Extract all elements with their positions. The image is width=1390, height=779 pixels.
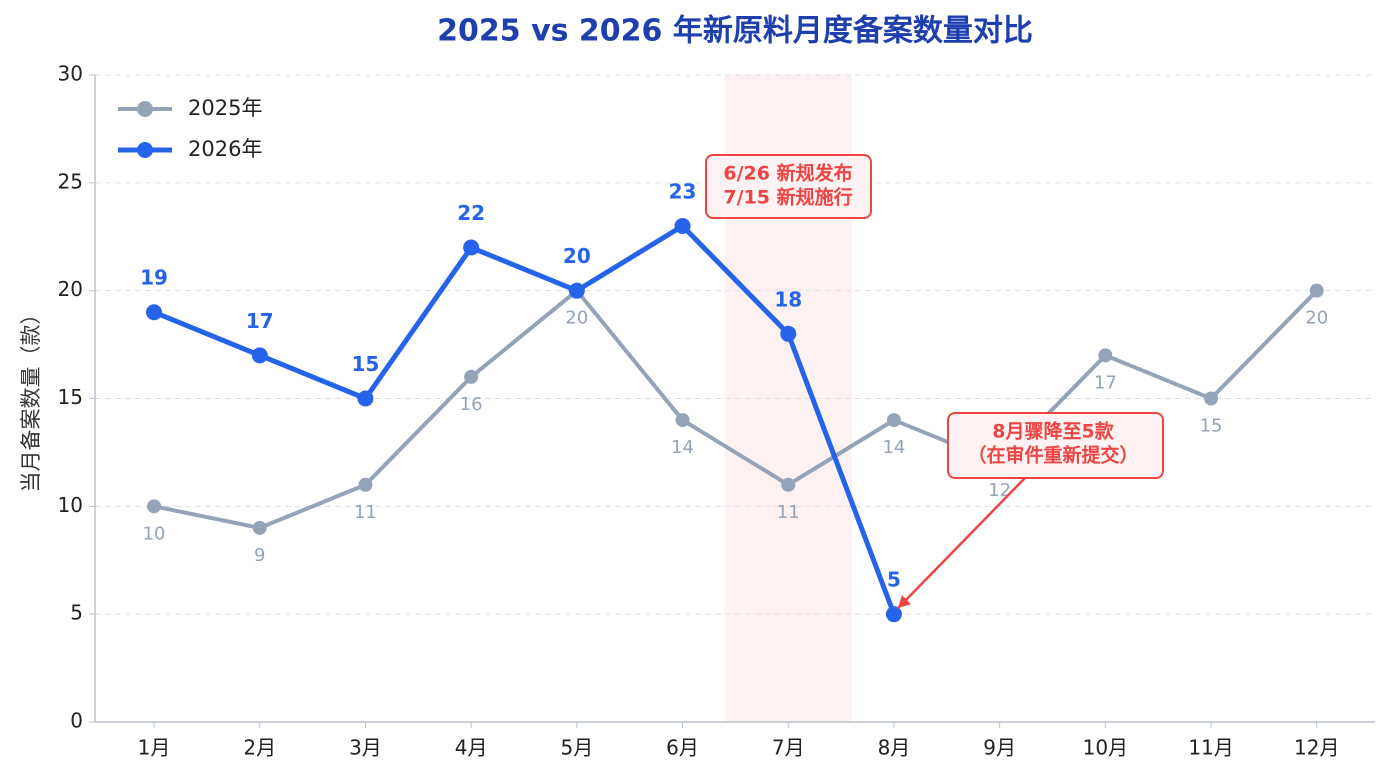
data-label: 20 xyxy=(565,308,588,329)
series-line xyxy=(153,223,897,616)
legend-label: 2026年 xyxy=(188,137,262,161)
y-tick-label: 0 xyxy=(70,709,83,733)
data-label: 19 xyxy=(140,266,168,290)
x-tick-label: 6月 xyxy=(666,736,699,760)
data-point xyxy=(885,606,902,623)
data-label: 10 xyxy=(143,523,166,544)
data-label: 11 xyxy=(354,502,377,523)
series-line xyxy=(153,288,1319,530)
data-point xyxy=(146,304,163,321)
data-point xyxy=(781,477,796,492)
annotation-box xyxy=(705,154,872,219)
chart-title: 2025 vs 2026 年新原料月度备案数量对比 xyxy=(437,14,1033,49)
data-label: 17 xyxy=(246,309,274,333)
data-point xyxy=(1309,283,1324,298)
data-point xyxy=(464,369,479,384)
data-point xyxy=(780,325,797,342)
y-tick-label: 10 xyxy=(58,493,83,517)
x-tick-label: 10月 xyxy=(1083,736,1128,760)
y-axis-label: 当月备案数量（款） xyxy=(19,304,43,493)
data-label: 14 xyxy=(671,437,694,458)
data-point xyxy=(357,390,374,407)
y-tick-label: 5 xyxy=(70,601,83,625)
data-point xyxy=(1098,348,1113,363)
data-label: 15 xyxy=(352,352,380,376)
annotation-text: 7/15 新规施行 xyxy=(723,186,852,209)
data-point xyxy=(358,477,373,492)
y-tick-label: 30 xyxy=(58,62,83,86)
data-label: 15 xyxy=(1200,416,1223,437)
data-label: 20 xyxy=(1305,308,1328,329)
data-label: 5 xyxy=(887,568,901,592)
annotation-text: 8月骤降至5款 xyxy=(992,420,1114,443)
x-tick-label: 7月 xyxy=(772,736,805,760)
x-tick-label: 11月 xyxy=(1188,736,1233,760)
data-point xyxy=(674,217,691,234)
x-tick-label: 9月 xyxy=(983,736,1016,760)
data-label: 12 xyxy=(988,480,1011,501)
x-tick-label: 2月 xyxy=(243,736,276,760)
annotation-arrow xyxy=(897,477,1026,610)
arrow-head xyxy=(897,595,911,609)
data-label: 9 xyxy=(254,545,265,566)
data-point xyxy=(568,282,585,299)
data-label: 20 xyxy=(563,244,591,268)
legend-marker xyxy=(137,101,153,117)
x-tick-label: 1月 xyxy=(138,736,171,760)
data-point xyxy=(147,499,162,514)
data-point xyxy=(252,520,267,535)
data-point xyxy=(463,239,480,256)
x-tick-label: 4月 xyxy=(455,736,488,760)
data-label: 11 xyxy=(777,502,800,523)
data-label: 22 xyxy=(457,201,485,225)
annotation-box xyxy=(947,412,1164,479)
data-label: 18 xyxy=(774,287,802,311)
legend-label: 2025年 xyxy=(188,96,262,120)
data-label: 16 xyxy=(460,394,483,415)
y-tick-label: 15 xyxy=(58,385,83,409)
x-tick-label: 12月 xyxy=(1294,736,1339,760)
data-point xyxy=(251,347,268,364)
data-label: 17 xyxy=(1094,372,1117,393)
x-tick-label: 3月 xyxy=(349,736,382,760)
data-point xyxy=(675,413,690,428)
annotation-text: （在审件重新提交） xyxy=(967,444,1138,467)
x-tick-label: 8月 xyxy=(878,736,911,760)
data-label: 14 xyxy=(882,437,905,458)
legend-marker xyxy=(137,142,153,158)
y-tick-label: 20 xyxy=(58,277,83,301)
data-label: 23 xyxy=(669,179,697,203)
data-point xyxy=(886,413,901,428)
y-tick-label: 25 xyxy=(58,169,83,193)
x-tick-label: 5月 xyxy=(560,736,593,760)
annotation-text: 6/26 新规发布 xyxy=(723,162,852,185)
data-point xyxy=(1204,391,1219,406)
